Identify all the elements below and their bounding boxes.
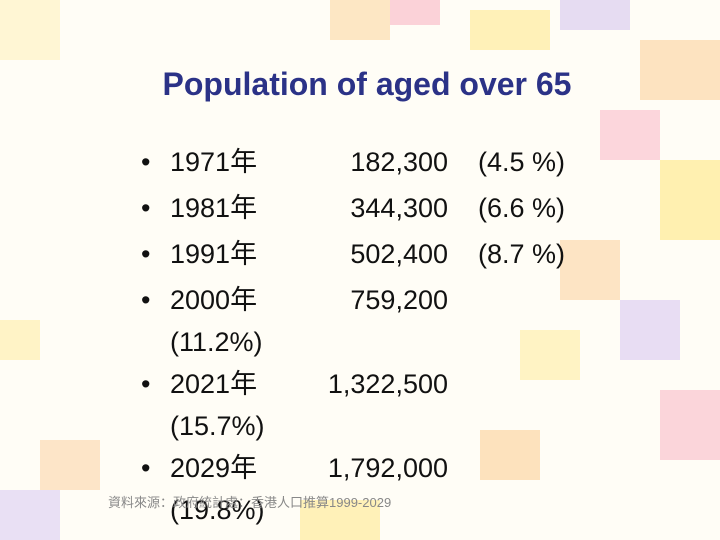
bullet: • (141, 239, 151, 269)
decor-square (620, 300, 680, 360)
percent: (4.5 %) (478, 147, 566, 177)
source-note: 資料來源：政府統計處：香港人口推算1999-2029 (108, 495, 392, 510)
slide-title: Population of aged over 65 (162, 66, 572, 102)
bullet: • (141, 453, 151, 483)
year: 1981年 (170, 193, 258, 223)
year: 1971年 (170, 147, 258, 177)
bullet: • (141, 193, 151, 223)
year: 2000年 (170, 285, 258, 315)
decor-square (600, 110, 660, 160)
percent: (11.2%) (170, 327, 263, 357)
bullet: • (141, 369, 151, 399)
decor-square (660, 160, 720, 240)
bullet: • (141, 147, 151, 177)
decor-square (480, 430, 540, 480)
decor-square (390, 0, 440, 25)
population: 1,792,000 (327, 453, 448, 483)
decor-square (520, 330, 580, 380)
percent: (6.6 %) (478, 193, 566, 223)
decor-square (640, 40, 720, 100)
bullet: • (141, 285, 151, 315)
population: 502,400 (350, 239, 448, 269)
decor-square (560, 0, 630, 30)
year: 2021年 (170, 369, 258, 399)
population: 182,300 (350, 147, 448, 177)
decor-square (660, 390, 720, 460)
decor-square (560, 240, 620, 300)
percent: (15.7%) (170, 411, 265, 441)
decor-square (470, 10, 550, 50)
population: 1,322,500 (327, 369, 448, 399)
year: 1991年 (170, 239, 258, 269)
decor-square (40, 440, 100, 490)
percent: (8.7 %) (478, 239, 566, 269)
decor-square (330, 0, 390, 40)
percent: (19.8%) (170, 495, 265, 525)
year: 2029年 (170, 453, 258, 483)
decor-square (300, 500, 380, 540)
decor-square (0, 320, 40, 360)
decor-square (0, 490, 60, 540)
population: 344,300 (350, 193, 448, 223)
population: 759,200 (350, 285, 448, 315)
decor-square (0, 0, 60, 60)
